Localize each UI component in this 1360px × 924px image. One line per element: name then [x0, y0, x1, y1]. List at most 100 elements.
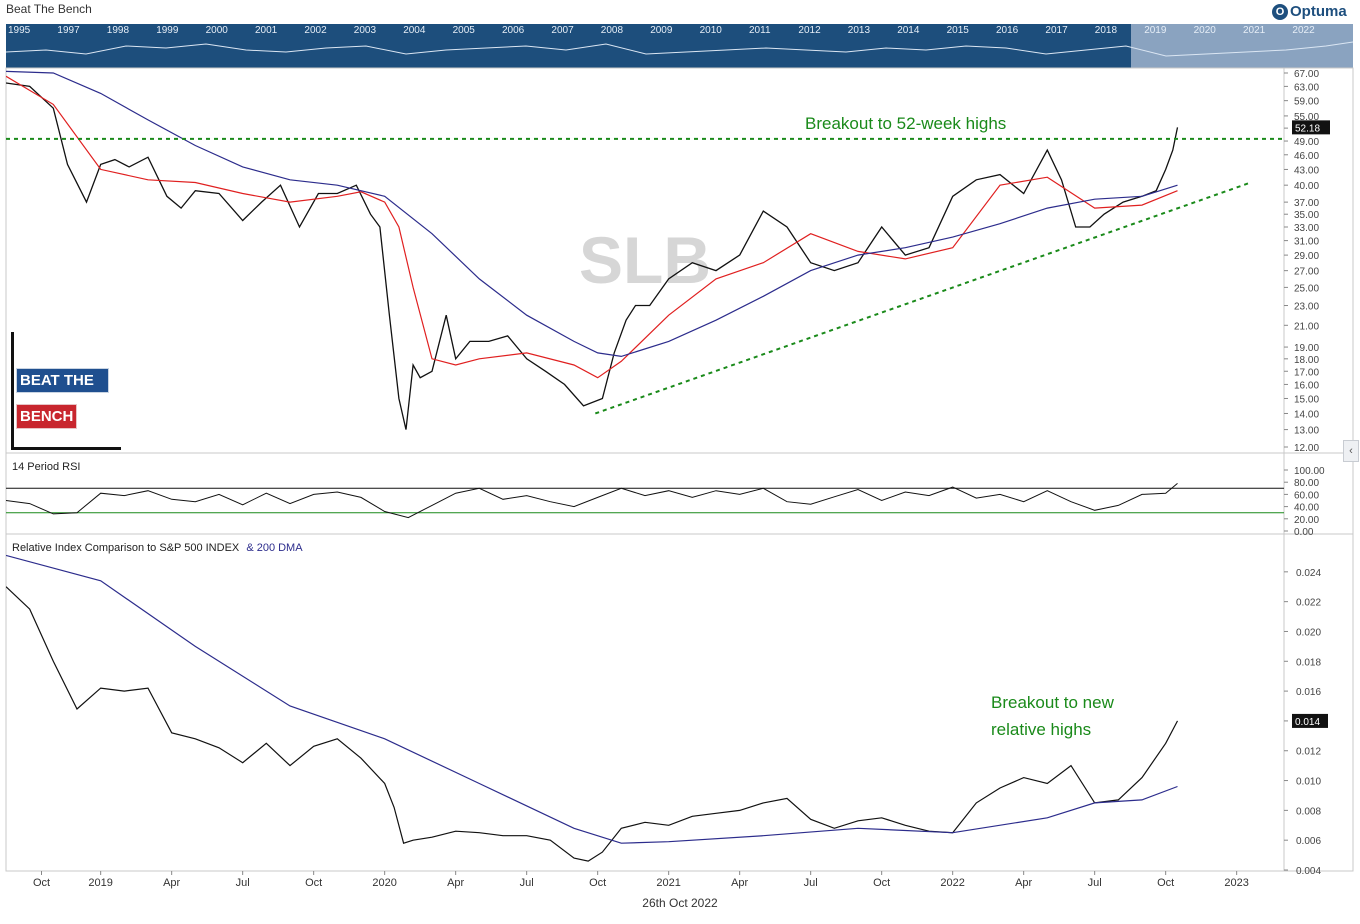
chevron-left-icon[interactable]: ‹	[1343, 440, 1359, 462]
x-tick-label: Oct	[1157, 877, 1174, 889]
price-series-line	[6, 82, 1179, 430]
overview-year-label: 2005	[452, 25, 475, 36]
price-y-tick-label: 19.00	[1294, 343, 1319, 354]
relative-annotations: Breakout to new relative highs	[991, 693, 1115, 739]
price-y-tick-label: 13.00	[1294, 426, 1319, 437]
rsi-y-tick-label: 0.00	[1294, 527, 1314, 538]
x-axis: Oct 2019 Apr Jul Oct 2020 Apr Jul Oct 2021 Apr Jul O…	[33, 871, 1249, 889]
badge-line2: BENCH	[16, 404, 78, 429]
overview-year-label: 2008	[600, 25, 624, 36]
x-tick-label: 2020	[372, 877, 396, 889]
price-y-tick-label: 63.00	[1294, 82, 1319, 93]
price-y-tick-label: 55.00	[1294, 112, 1319, 123]
overview-year-label: 2001	[255, 25, 278, 36]
relative-breakout-label-line1: Breakout to new	[991, 693, 1115, 712]
overview-year-label: 2004	[403, 25, 426, 36]
overview-year-label: 2017	[1045, 25, 1068, 36]
overview-year-label: 2014	[897, 25, 920, 36]
price-y-tick-label: 12.00	[1294, 443, 1319, 454]
rsi-series-line	[6, 483, 1178, 519]
optuma-logo-text: Optuma	[1290, 3, 1347, 20]
x-tick-label: Oct	[589, 877, 606, 889]
x-tick-label: 2019	[88, 877, 112, 889]
chart-frame	[5, 67, 1354, 872]
relative-y-tick-label: 0.012	[1296, 747, 1321, 758]
rsi-plot	[6, 483, 1284, 519]
relative-200dma-line	[6, 554, 1178, 844]
price-annotations: Breakout to 52-week highs	[6, 114, 1284, 415]
app-title: Beat The Bench	[6, 2, 92, 16]
x-tick-label: 2023	[1224, 877, 1248, 889]
price-y-tick-label: 14.00	[1294, 409, 1319, 420]
relative-y-tick-label: 0.024	[1296, 568, 1321, 579]
overview-navigator[interactable]: 1995 1997 1998 1999 2000 2001 2002 2003 2004 2005…	[6, 24, 1353, 68]
rsi-y-tick-label: 100.00	[1294, 466, 1325, 477]
price-y-tick-label: 31.00	[1294, 237, 1319, 248]
overview-year-label: 2021	[1243, 25, 1266, 36]
ticker-watermark: SLB	[579, 223, 711, 297]
price-y-tick-label: 21.00	[1294, 321, 1319, 332]
relative-y-tick-label: 0.020	[1296, 627, 1321, 638]
relative-y-tick-label: 0.004	[1296, 866, 1321, 877]
overview-year-label: 2013	[847, 25, 871, 36]
x-tick-label: Jul	[236, 877, 250, 889]
overview-year-label: 2016	[996, 25, 1019, 36]
overview-year-label: 2000	[205, 25, 228, 36]
overview-year-label: 2010	[699, 25, 722, 36]
relative-y-tick-label: 0.016	[1296, 687, 1321, 698]
price-y-tick-label: 67.00	[1294, 69, 1319, 80]
overview-selection-window[interactable]	[1131, 24, 1353, 68]
relative-panel-title-dma: & 200 DMA	[246, 542, 303, 554]
last-relative-label: 0.014	[1295, 717, 1320, 728]
badge-vertical-bar	[11, 332, 14, 450]
overview-year-label: 2020	[1193, 25, 1216, 36]
x-tick-label: Jul	[1088, 877, 1102, 889]
price-y-tick-label: 40.00	[1294, 181, 1319, 192]
x-tick-label: Jul	[520, 877, 534, 889]
relative-plot	[6, 554, 1179, 862]
overview-year-label: 2018	[1094, 25, 1118, 36]
price-y-tick-label: 35.00	[1294, 210, 1319, 221]
x-tick-label: Oct	[305, 877, 322, 889]
price-y-tick-label: 25.00	[1294, 283, 1319, 294]
price-y-tick-label: 16.00	[1294, 380, 1319, 391]
price-y-tick-label: 18.00	[1294, 355, 1319, 366]
support-trendline	[594, 181, 1252, 415]
breakout-52-week-label: Breakout to 52-week highs	[805, 114, 1006, 133]
overview-year-label: 2012	[798, 25, 821, 36]
rsi-y-tick-label: 80.00	[1294, 478, 1319, 489]
price-y-tick-label: 46.00	[1294, 151, 1319, 162]
relative-breakout-label-line2: relative highs	[991, 720, 1091, 739]
price-y-tick-label: 59.00	[1294, 97, 1319, 108]
x-tick-label: Jul	[804, 877, 818, 889]
x-tick-label: Oct	[33, 877, 50, 889]
price-y-tick-label: 15.00	[1294, 394, 1319, 405]
price-y-tick-label: 17.00	[1294, 367, 1319, 378]
optuma-logo: O Optuma	[1272, 3, 1347, 20]
badge-horizontal-bar	[11, 447, 121, 450]
badge-line1: BEAT THE	[16, 368, 109, 393]
ma50-series-line	[6, 75, 1178, 379]
last-price-label: 52.18	[1295, 123, 1320, 134]
x-tick-label: Oct	[873, 877, 890, 889]
overview-year-label: 2015	[946, 25, 969, 36]
relative-panel-title-main: Relative Index Comparison to S&P 500 IND…	[12, 542, 240, 554]
rsi-panel-title: 14 Period RSI	[12, 461, 80, 473]
chart-date: 26th Oct 2022	[642, 896, 718, 910]
price-y-tick-label: 43.00	[1294, 165, 1319, 176]
relative-y-tick-label: 0.006	[1296, 836, 1321, 847]
relative-series-line	[6, 586, 1179, 862]
overview-year-label: 2011	[749, 25, 771, 36]
relative-y-tick-label: 0.022	[1296, 598, 1321, 609]
relative-y-tick-label: 0.008	[1296, 806, 1321, 817]
price-y-tick-label: 29.00	[1294, 251, 1319, 262]
rsi-y-tick-label: 60.00	[1294, 490, 1319, 501]
overview-year-label: 2009	[650, 25, 673, 36]
overview-year-label: 2006	[502, 25, 525, 36]
optuma-logo-icon: O	[1272, 3, 1288, 20]
rsi-y-tick-label: 40.00	[1294, 503, 1319, 514]
price-y-tick-label: 37.00	[1294, 198, 1319, 209]
x-tick-label: 2021	[656, 877, 680, 889]
